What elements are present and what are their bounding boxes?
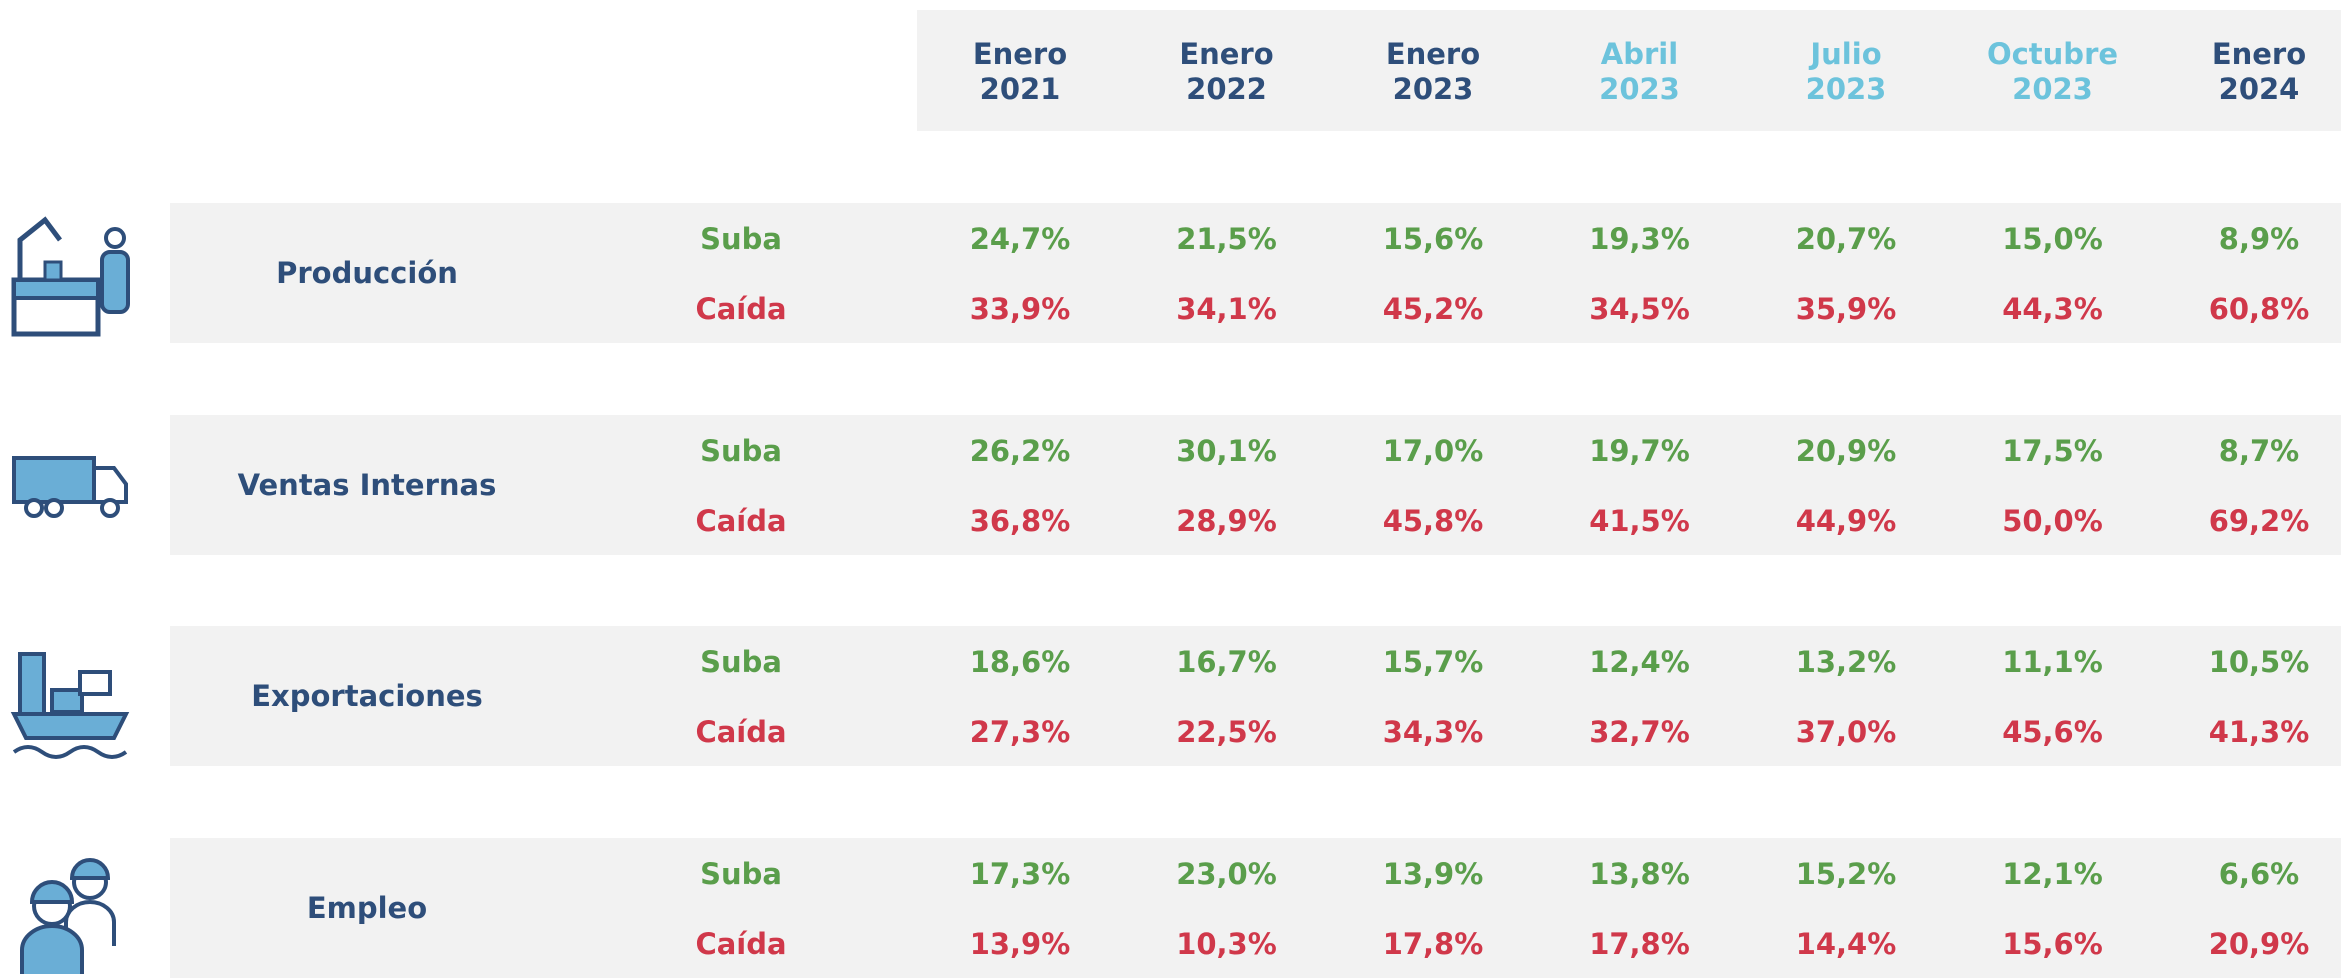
column-month: Enero [1179, 37, 1274, 71]
column-month: Enero [972, 37, 1068, 71]
row-label: Caída [695, 715, 787, 750]
value-cell: 17,8% [1382, 927, 1484, 962]
employment-icon [20, 858, 116, 974]
column-year: 2022 [1186, 72, 1267, 106]
section-label: Ventas Internas [237, 467, 497, 502]
column-year: 2023 [1392, 72, 1474, 106]
value-cell: 16,7% [1176, 645, 1277, 680]
value-cell: 23,0% [1176, 857, 1277, 892]
section-background [170, 203, 2341, 343]
value-cell: 36,8% [969, 503, 1071, 538]
column-year: 2023 [1805, 72, 1887, 106]
value-cell: 20,7% [1795, 222, 1897, 256]
section-background [170, 414, 2341, 555]
value-cell: 34,5% [1589, 292, 1690, 326]
value-cell: 19,3% [1589, 222, 1690, 256]
column-month: Enero [2211, 37, 2307, 71]
row-label: Caída [695, 503, 787, 538]
row-label: Suba [700, 433, 782, 468]
value-cell: 18,6% [969, 645, 1071, 680]
value-cell: 15,7% [1382, 645, 1484, 680]
value-cell: 30,1% [1176, 433, 1277, 468]
value-cell: 12,1% [2002, 857, 2103, 892]
value-cell: 37,0% [1795, 715, 1897, 750]
column-month: Octubre [1986, 37, 2119, 71]
value-cell: 32,7% [1589, 715, 1690, 750]
value-cell: 10,3% [1176, 927, 1277, 962]
value-cell: 45,6% [2002, 715, 2103, 750]
section-label: Empleo [306, 891, 428, 926]
value-cell: 28,9% [1176, 503, 1277, 538]
value-cell: 69,2% [2208, 503, 2310, 538]
value-cell: 24,7% [969, 222, 1071, 256]
value-cell: 17,0% [1382, 433, 1484, 468]
value-cell: 27,3% [969, 715, 1071, 750]
column-month: Julio [1810, 37, 1882, 71]
header-background [917, 10, 2341, 131]
value-cell: 13,9% [1382, 857, 1484, 892]
value-cell: 60,8% [2208, 292, 2310, 326]
value-cell: 20,9% [1795, 433, 1897, 468]
value-cell: 6,6% [2218, 857, 2300, 892]
value-cell: 11,1% [2002, 645, 2103, 680]
value-cell: 19,7% [1589, 433, 1690, 468]
value-cell: 41,5% [1589, 503, 1690, 538]
production-icon [11, 216, 130, 337]
value-cell: 8,9% [2218, 222, 2300, 256]
value-cell: 34,1% [1176, 292, 1277, 326]
section-background [170, 626, 2341, 767]
value-cell: 13,9% [969, 927, 1071, 962]
value-cell: 15,2% [1795, 857, 1897, 892]
value-cell: 8,7% [2218, 433, 2300, 468]
row-label: Suba [700, 222, 782, 256]
value-cell: 50,0% [2002, 503, 2103, 538]
value-cell: 17,3% [969, 857, 1071, 892]
value-cell: 10,5% [2208, 645, 2310, 680]
value-cell: 14,4% [1795, 927, 1897, 962]
column-month: Enero [1385, 37, 1481, 71]
value-cell: 26,2% [969, 433, 1071, 468]
column-year: 2024 [2218, 72, 2300, 106]
value-cell: 15,6% [1382, 222, 1484, 256]
value-cell: 15,0% [2002, 222, 2103, 256]
truck-icon [12, 456, 128, 518]
value-cell: 33,9% [969, 292, 1071, 326]
column-year: 2023 [2012, 72, 2093, 106]
value-cell: 45,2% [1382, 292, 1484, 326]
value-cell: 20,9% [2208, 927, 2310, 962]
value-cell: 13,2% [1795, 645, 1897, 680]
value-cell: 13,8% [1589, 857, 1690, 892]
column-month: Abril [1600, 37, 1679, 71]
value-cell: 44,3% [2002, 292, 2103, 326]
row-label: Caída [695, 292, 787, 326]
row-label: Caída [695, 927, 787, 962]
value-cell: 41,3% [2208, 715, 2310, 750]
section-background [170, 838, 2341, 978]
row-label: Suba [700, 645, 782, 680]
value-cell: 35,9% [1795, 292, 1897, 326]
column-year: 2021 [979, 72, 1061, 106]
section-label: Exportaciones [251, 679, 483, 714]
row-label: Suba [700, 857, 782, 892]
value-cell: 21,5% [1176, 222, 1277, 256]
value-cell: 15,6% [2002, 927, 2103, 962]
value-cell: 45,8% [1382, 503, 1484, 538]
value-cell: 17,5% [2002, 433, 2103, 468]
section-label: Producción [276, 256, 458, 290]
value-cell: 44,9% [1795, 503, 1897, 538]
column-year: 2023 [1599, 72, 1680, 106]
value-cell: 17,8% [1589, 927, 1690, 962]
value-cell: 34,3% [1382, 715, 1484, 750]
ship-icon [10, 652, 130, 759]
value-cell: 22,5% [1176, 715, 1277, 750]
value-cell: 12,4% [1589, 645, 1690, 680]
